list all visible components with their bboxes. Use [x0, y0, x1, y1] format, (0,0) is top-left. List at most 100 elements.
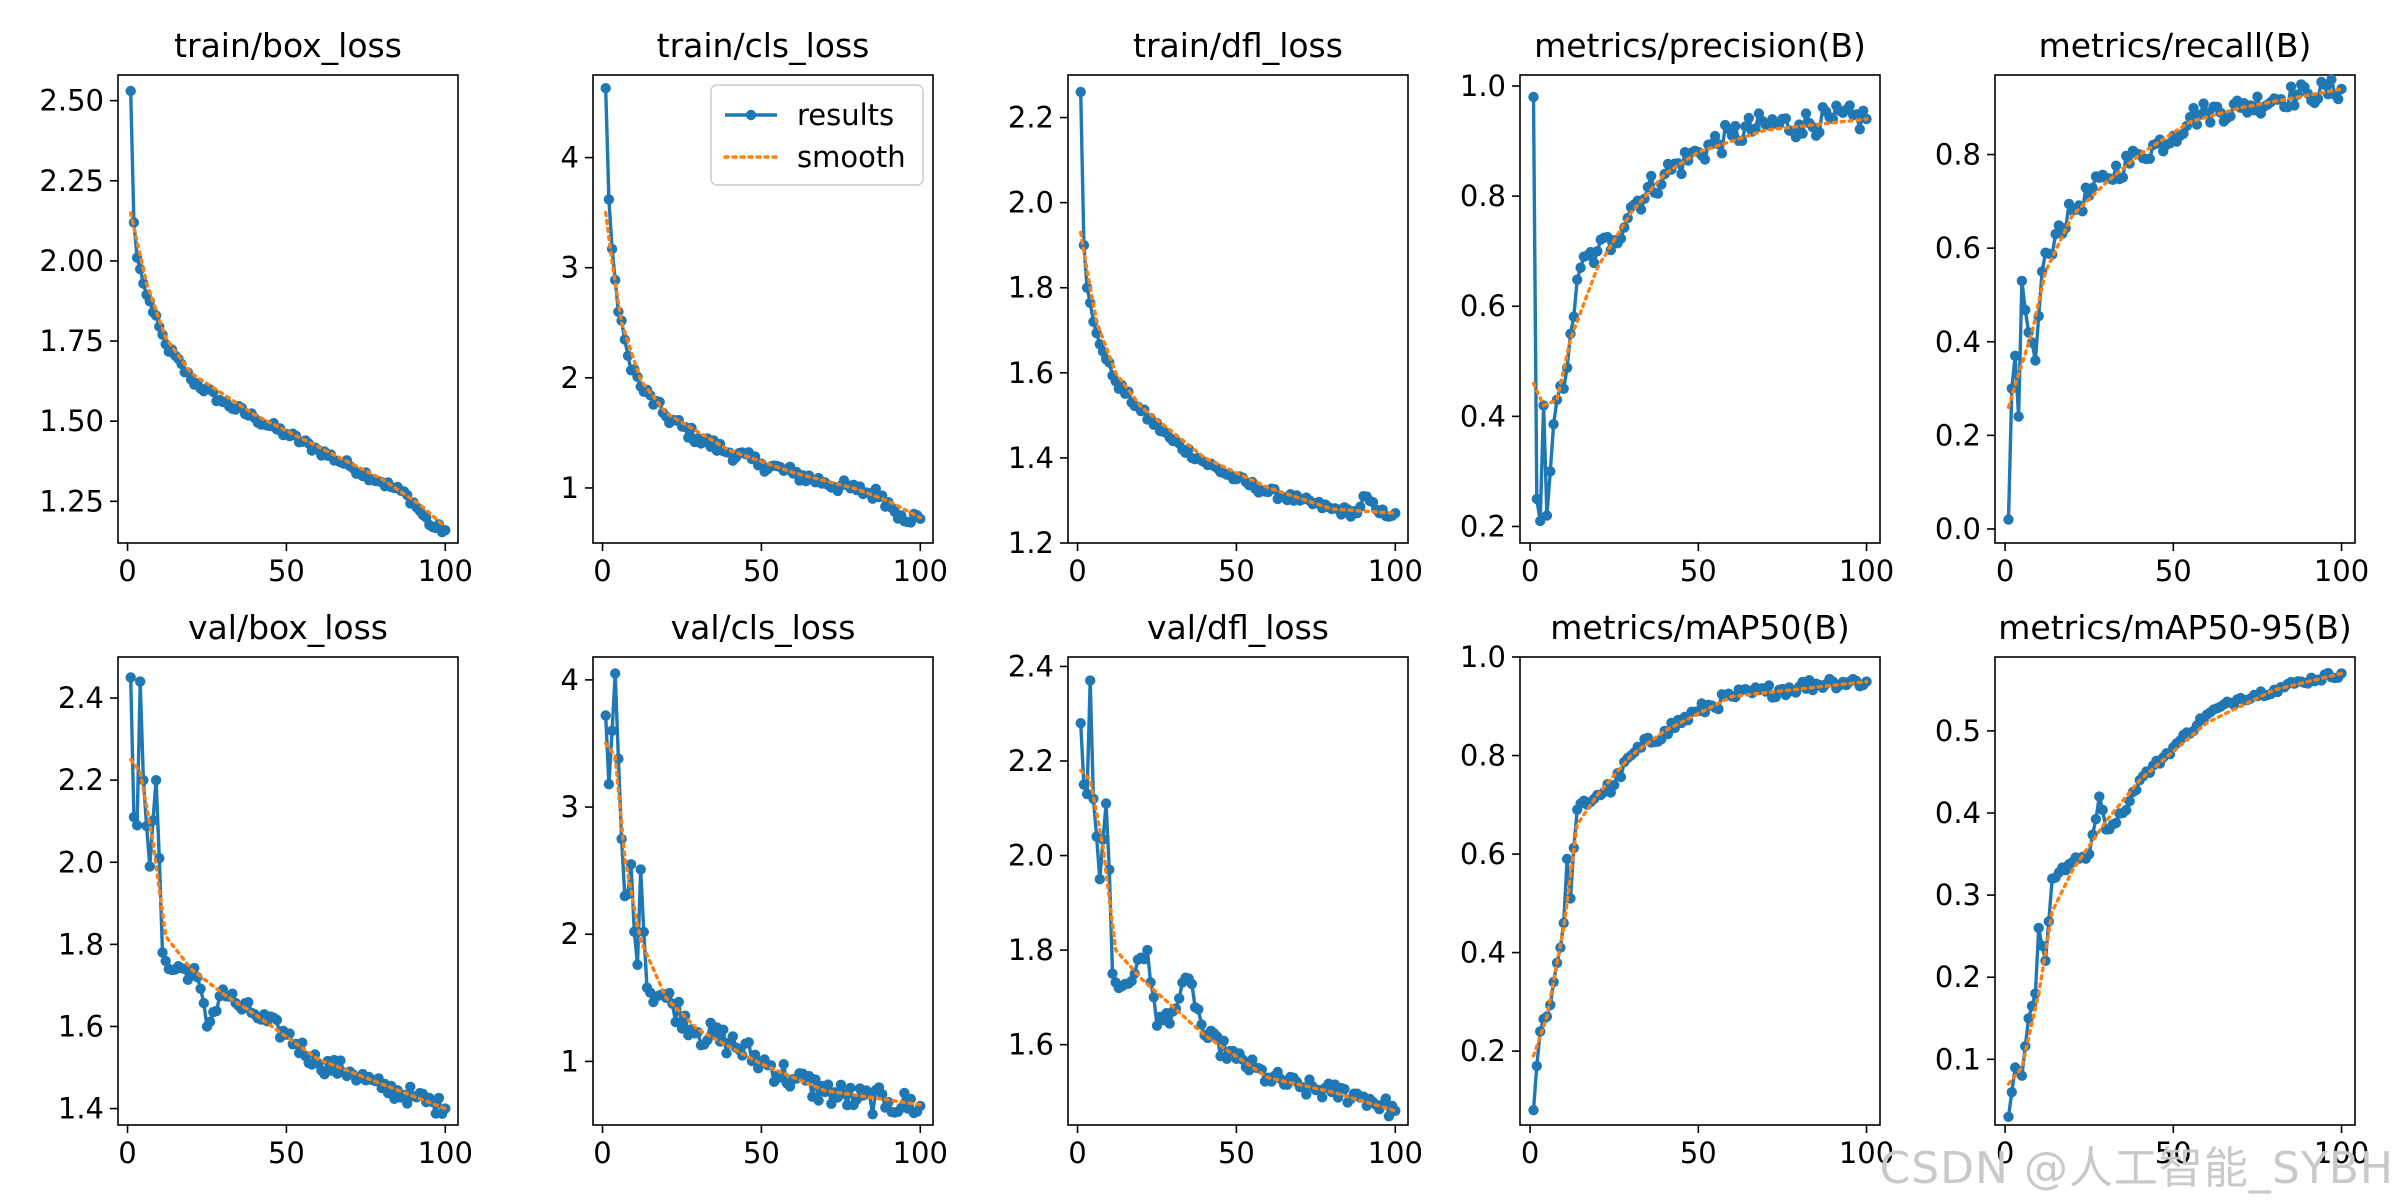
x-tick-label: 50: [743, 1136, 780, 1170]
results-point: [1592, 246, 1603, 257]
smooth-series-line: [128, 757, 447, 1111]
results-point: [603, 779, 615, 790]
results-point: [2033, 922, 2044, 934]
chart-title: train/box_loss: [174, 26, 402, 65]
y-tick-label: 2.2: [1008, 101, 1054, 135]
chart-title: metrics/precision(B): [1534, 26, 1866, 65]
smooth-series-line: [604, 741, 922, 1107]
results-point: [1652, 188, 1664, 199]
chart-title: train/dfl_loss: [1133, 26, 1343, 65]
results-point: [1301, 1089, 1312, 1100]
y-tick-label: 3: [561, 251, 579, 285]
smooth-series-line: [2006, 671, 2344, 1086]
x-tick-label: 50: [268, 554, 305, 588]
smooth-series-line: [1078, 230, 1398, 515]
x-tick-label: 0: [1068, 554, 1086, 588]
results-point: [826, 1098, 837, 1110]
plot-frame: [1067, 74, 1409, 544]
y-tick-label: 0.1: [1935, 1042, 1981, 1076]
results-point: [2036, 940, 2048, 951]
chart-title: val/cls_loss: [671, 608, 856, 647]
chart-panel: val/box_loss 0 50 100 1.4 1.6 1.8 2.0 2.2 2.4: [58, 608, 473, 1170]
results-point: [2252, 91, 2263, 102]
x-tick-label: 0: [1068, 1136, 1086, 1170]
results-point: [2094, 791, 2105, 802]
results-point: [1844, 100, 1855, 111]
results-point: [150, 775, 162, 786]
results-point: [1797, 128, 1808, 139]
results-series-line: [604, 671, 922, 1117]
chart-panel: train/cls_loss 0 50 100 1 2 3 4 results smooth: [561, 26, 948, 588]
results-point: [198, 997, 209, 1009]
results-point: [1339, 1083, 1350, 1095]
results-point: [1528, 1105, 1539, 1116]
chart-panel: val/cls_loss 0 50 100 1 2 3 4: [561, 608, 948, 1170]
chart-panel: train/dfl_loss 0 50 100 1.2 1.4 1.6 1.8 2.0 2.2: [1008, 26, 1423, 588]
y-tick-label: 1.8: [1008, 933, 1054, 967]
chart-title: metrics/mAP50-95(B): [1998, 608, 2351, 647]
results-point: [870, 483, 881, 494]
results-point: [1390, 508, 1401, 519]
results-point: [1107, 968, 1118, 979]
x-tick-label: 100: [1839, 1136, 1894, 1170]
results-point: [877, 1089, 888, 1100]
x-tick-label: 100: [2314, 1136, 2369, 1170]
results-point: [1709, 130, 1721, 142]
results-point: [1558, 383, 1569, 394]
results-point: [718, 1024, 729, 1035]
legend: results smooth: [710, 84, 924, 186]
results-point: [1531, 1060, 1543, 1072]
y-tick-label: 0.8: [1460, 739, 1506, 773]
plot-frame: [1519, 74, 1881, 544]
results-point: [2198, 98, 2209, 109]
results-point: [2023, 1013, 2034, 1024]
y-tick-label: 2.25: [39, 164, 104, 198]
x-tick-label: 50: [743, 554, 780, 588]
y-tick-label: 0.4: [1460, 399, 1506, 433]
results-point: [1317, 1092, 1328, 1103]
results-point: [2121, 804, 2132, 816]
results-point: [271, 1014, 283, 1026]
results-point: [1615, 771, 1627, 783]
results-point: [433, 1092, 445, 1104]
y-tick-label: 1.6: [58, 1009, 104, 1043]
results-point: [2312, 93, 2324, 104]
results-point: [2030, 355, 2041, 366]
chart-title: train/cls_loss: [657, 26, 870, 65]
y-tick-label: 0.4: [1460, 936, 1506, 970]
results-point: [727, 1031, 738, 1042]
x-tick-label: 50: [1218, 554, 1255, 588]
results-point: [2225, 111, 2236, 122]
results-point: [600, 710, 611, 721]
results-point: [1100, 798, 1112, 809]
y-tick-label: 2: [561, 361, 579, 395]
results-point: [2326, 74, 2337, 85]
results-series-line: [1079, 91, 1397, 519]
results-point: [2333, 93, 2344, 105]
results-point: [1699, 154, 1711, 165]
chart-panel: metrics/precision(B) 0 50 100 0.2 0.4 0.6 0.8 1.…: [1460, 26, 1894, 588]
results-point: [2205, 117, 2216, 128]
results-point: [1730, 120, 1741, 132]
x-tick-label: 100: [893, 1136, 948, 1170]
smooth-series-line: [604, 210, 922, 520]
results-point: [1174, 993, 1185, 1004]
y-tick-label: 1.6: [1008, 1028, 1054, 1062]
results-point: [1142, 944, 1153, 956]
y-tick-label: 0.2: [1935, 418, 1981, 452]
x-tick-label: 100: [1839, 554, 1894, 588]
x-tick-label: 0: [593, 554, 611, 588]
results-point: [1635, 204, 1647, 215]
y-tick-label: 0.2: [1460, 1034, 1506, 1068]
x-tick-label: 0: [1996, 554, 2014, 588]
results-point: [1390, 1105, 1401, 1117]
y-tick-label: 0.0: [1935, 512, 1981, 546]
y-tick-label: 2.0: [1008, 186, 1054, 220]
results-point: [204, 1016, 216, 1027]
x-tick-label: 100: [2314, 554, 2369, 588]
results-point: [405, 1081, 416, 1093]
y-tick-label: 2.2: [1008, 744, 1054, 778]
chart-panel: val/dfl_loss 0 50 100 1.6 1.8 2.0 2.2 2.4: [1008, 608, 1423, 1170]
results-point: [182, 974, 194, 985]
